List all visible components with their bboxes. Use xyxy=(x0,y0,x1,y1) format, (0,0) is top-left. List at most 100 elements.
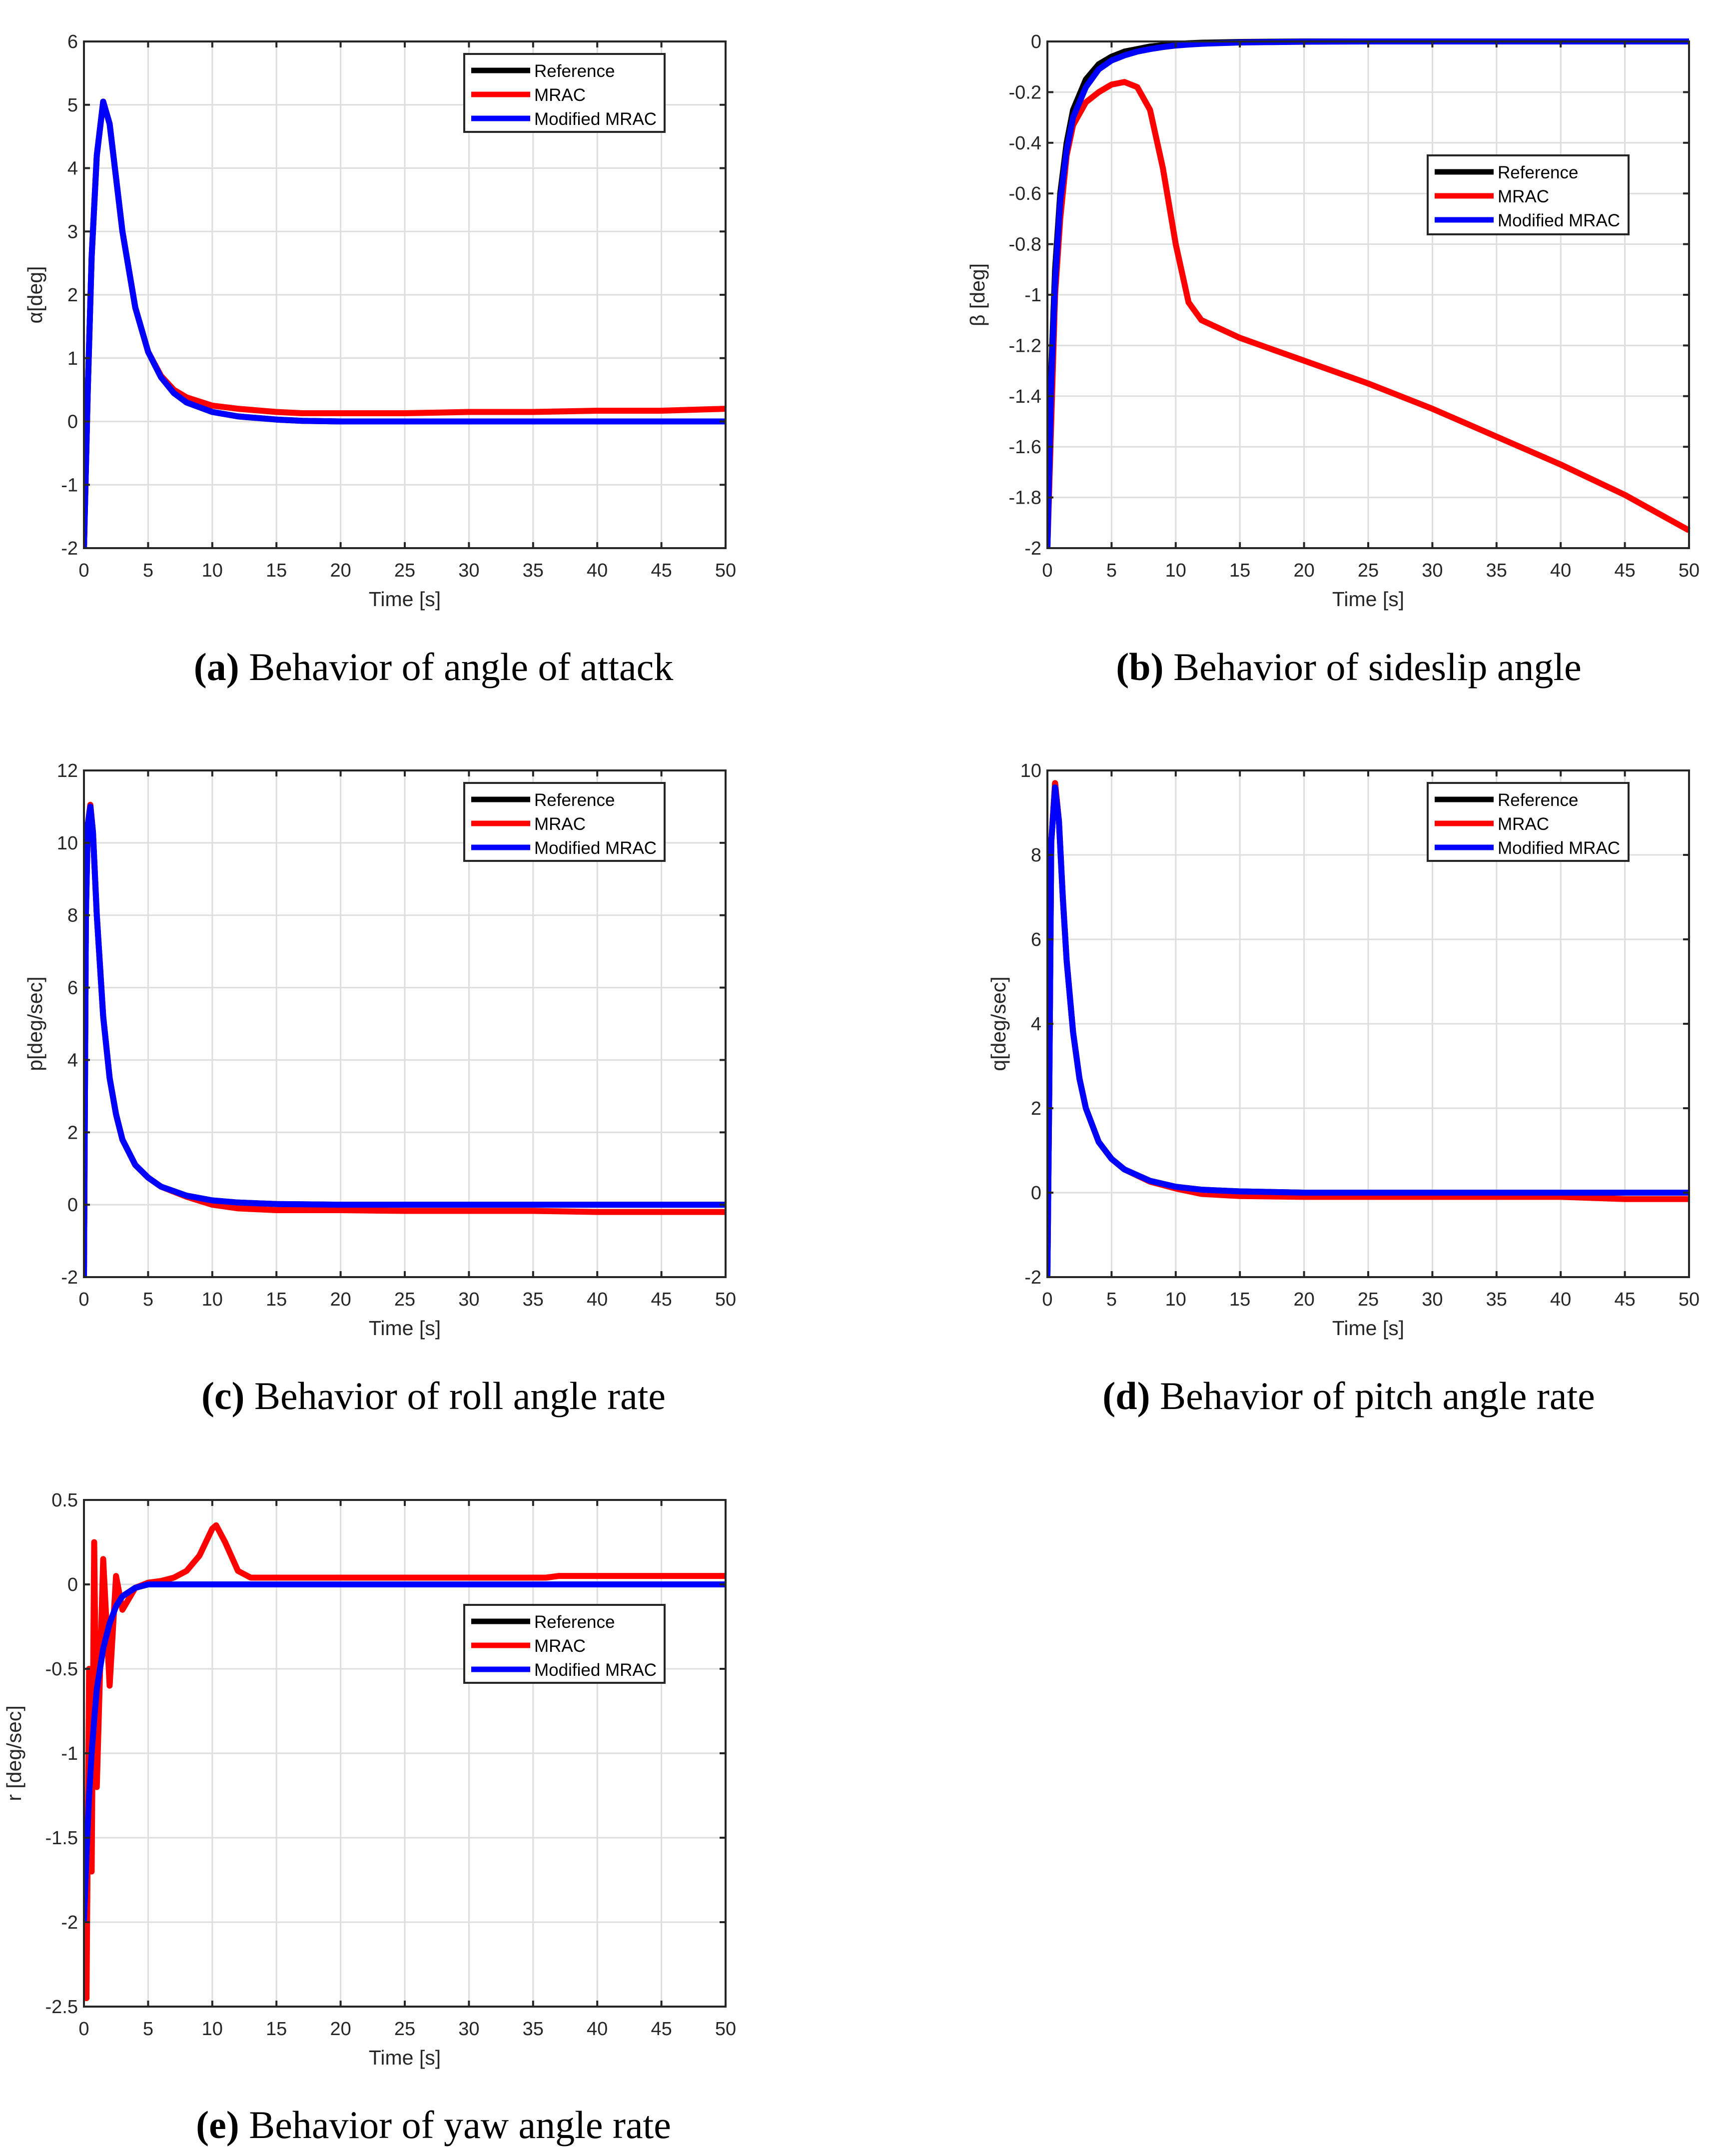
y-tick-label: 2 xyxy=(67,285,78,306)
caption-a-tag: (a) xyxy=(193,645,239,689)
legend: Reference MRAC Modified MRAC xyxy=(463,782,666,862)
x-tick-label: 25 xyxy=(394,2019,415,2040)
legend-label: Modified MRAC xyxy=(534,109,657,129)
legend: Reference MRAC Modified MRAC xyxy=(463,1604,666,1684)
x-tick-label: 0 xyxy=(78,560,89,581)
y-tick-label: -1 xyxy=(61,1743,78,1764)
x-tick-label: 15 xyxy=(266,1289,287,1310)
series-modified-mrac xyxy=(84,803,726,1278)
x-tick-label: 25 xyxy=(394,560,415,581)
legend: Reference MRAC Modified MRAC xyxy=(1427,782,1630,862)
y-tick-label: -0.6 xyxy=(1009,183,1041,204)
x-tick-label: 25 xyxy=(1358,1289,1379,1310)
y-tick-label: -2 xyxy=(1024,1267,1041,1288)
series-modified-mrac xyxy=(1047,784,1689,1278)
caption-d-tag: (d) xyxy=(1102,1374,1150,1418)
caption-e-text: Behavior of yaw angle rate xyxy=(239,2103,671,2147)
y-tick-label: 6 xyxy=(1031,929,1041,950)
tick-marks xyxy=(1046,40,1690,549)
y-tick-label: 2 xyxy=(67,1122,78,1143)
tick-marks xyxy=(1046,769,1690,1278)
x-tick-label: 50 xyxy=(715,1289,736,1310)
panel-e-yaw-rate: 0 5 10 15 20 25 30 35 40 45 50 -2.5 -2 -1.5 -1 -0.5 0 0.5… xyxy=(0,1490,867,2148)
caption-c: (c) Behavior of roll angle rate xyxy=(0,1374,867,1419)
data-lines xyxy=(84,98,726,549)
x-tick-label: 15 xyxy=(1229,560,1250,581)
x-tick-label: 15 xyxy=(266,2019,287,2040)
legend-label: MRAC xyxy=(534,814,586,834)
y-tick-label: -1 xyxy=(1024,285,1041,306)
x-tick-label: 40 xyxy=(587,2019,608,2040)
x-axis-label: Time [s] xyxy=(369,1317,441,1340)
tick-marks xyxy=(83,769,727,1278)
y-tick-label: 10 xyxy=(1020,760,1041,781)
chart-e: 0 5 10 15 20 25 30 35 40 45 50 -2.5 -2 -1.5 -1 -0.5 0 0.5… xyxy=(2,1490,736,2069)
legend-label: Modified MRAC xyxy=(534,1660,657,1680)
caption-e: (e) Behavior of yaw angle rate xyxy=(0,2103,867,2148)
y-tick-label: -2 xyxy=(61,1912,78,1933)
legend: Reference MRAC Modified MRAC xyxy=(1427,154,1630,235)
y-tick-label: 2 xyxy=(1031,1098,1041,1119)
x-tick-label: 5 xyxy=(143,560,153,581)
legend-label: Modified MRAC xyxy=(534,838,657,858)
y-tick-label: 6 xyxy=(67,31,78,52)
tick-marks xyxy=(83,40,727,549)
x-tick-label: 45 xyxy=(651,560,672,581)
y-tick-label: 10 xyxy=(57,833,78,854)
x-tick-label: 40 xyxy=(587,560,608,581)
series-modified-mrac xyxy=(84,1581,726,1923)
x-tick-label: 40 xyxy=(587,1289,608,1310)
data-lines xyxy=(1047,780,1689,1278)
x-tick-label: 45 xyxy=(1614,560,1635,581)
y-tick-label: -2.5 xyxy=(45,1997,78,2018)
y-tick-label: 8 xyxy=(1031,845,1041,866)
legend-label: Reference xyxy=(1498,163,1578,182)
panel-c-roll-rate: 0 5 10 15 20 25 30 35 40 45 50 -2 0 2 4 6 8 10 12 Time [s] p… xyxy=(0,0,867,1449)
x-tick-label: 20 xyxy=(1293,1289,1314,1310)
x-tick-label: 50 xyxy=(1679,1289,1700,1310)
y-tick-label: 6 xyxy=(67,978,78,999)
y-tick-label: 0 xyxy=(1031,31,1041,52)
x-tick-label: 40 xyxy=(1550,560,1571,581)
x-tick-label: 15 xyxy=(1229,1289,1250,1310)
y-tick-label: 5 xyxy=(67,95,78,116)
y-tick-label: 12 xyxy=(57,760,78,781)
chart-b: 0 5 10 15 20 25 30 35 40 45 50 -2 -1.8 -1.6 -1.4 -1.2 -1… xyxy=(966,31,1700,611)
x-tick-label: 45 xyxy=(651,2019,672,2040)
y-tick-label: 1 xyxy=(67,348,78,369)
y-tick-label: 0.5 xyxy=(51,1490,78,1511)
y-tick-label: -1.5 xyxy=(45,1828,78,1849)
x-tick-label: 30 xyxy=(1422,1289,1443,1310)
y-axis-label: q[deg/sec] xyxy=(987,976,1010,1071)
caption-b-tag: (b) xyxy=(1116,645,1164,689)
x-tick-label: 45 xyxy=(1614,1289,1635,1310)
caption-b-text: Behavior of sideslip angle xyxy=(1163,645,1582,689)
x-tick-label: 30 xyxy=(458,1289,479,1310)
y-tick-label: 0 xyxy=(67,1195,78,1216)
tick-marks xyxy=(83,1499,727,2008)
caption-e-tag: (e) xyxy=(196,2103,239,2147)
x-tick-label: 20 xyxy=(330,1289,351,1310)
x-tick-label: 5 xyxy=(1106,560,1117,581)
x-tick-label: 45 xyxy=(651,1289,672,1310)
y-axis-label: p[deg/sec] xyxy=(23,976,46,1071)
data-lines xyxy=(84,801,726,1278)
caption-d: (d) Behavior of pitch angle rate xyxy=(963,1374,1734,1419)
x-tick-label: 10 xyxy=(1165,560,1186,581)
y-tick-label: 4 xyxy=(1031,1014,1041,1035)
series-modified-mrac xyxy=(84,98,726,549)
x-tick-label: 20 xyxy=(1293,560,1314,581)
x-tick-label: 50 xyxy=(1679,560,1700,581)
y-tick-label: 3 xyxy=(67,221,78,242)
x-axis-label: Time [s] xyxy=(369,2046,441,2069)
y-tick-label: -1.4 xyxy=(1009,386,1041,407)
x-tick-label: 35 xyxy=(1486,1289,1507,1310)
x-tick-label: 10 xyxy=(202,1289,223,1310)
y-tick-label: 4 xyxy=(67,1050,78,1071)
legend-label: Reference xyxy=(534,1612,615,1632)
x-tick-label: 50 xyxy=(715,2019,736,2040)
x-tick-label: 35 xyxy=(523,560,544,581)
x-tick-label: 10 xyxy=(1165,1289,1186,1310)
